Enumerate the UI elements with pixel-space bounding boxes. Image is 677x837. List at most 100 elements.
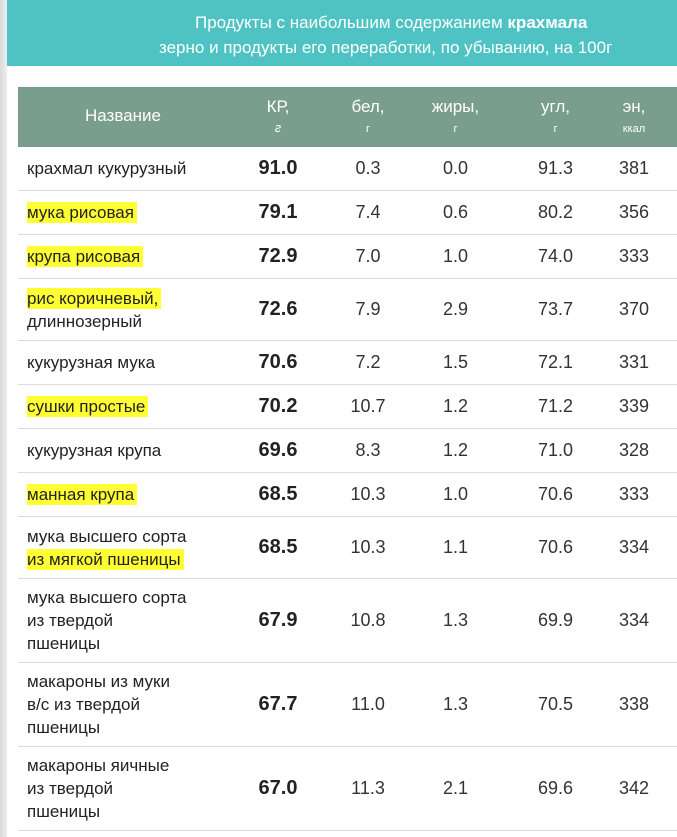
cell-protein: 10.3 (350, 537, 386, 557)
product-name-line-wrap: мука высшего сорта (27, 525, 187, 548)
table-row: кукурузная мука 70.6 7.2 1.5 72.1 331 (18, 341, 677, 385)
cell-fat: 2.9 (442, 299, 469, 319)
header-fat[interactable]: жиры, г (408, 87, 503, 147)
cell-product-name[interactable]: макароны из муки в/с из твердой пшеницы (18, 663, 228, 746)
product-name-line: из твердой (27, 611, 114, 630)
header-carb[interactable]: угл, г (503, 87, 608, 147)
product-name: крупа рисовая (27, 245, 144, 268)
cell-energy: 342 (618, 778, 650, 798)
banner-title-prefix: Продукты с наибольшим содержанием (195, 13, 508, 32)
product-name: рис коричневый, длиннозерный (27, 287, 162, 333)
cell-protein: 11.3 (351, 778, 385, 798)
cell-starch: 68.5 (258, 536, 298, 558)
header-protein[interactable]: бел, г (328, 87, 408, 147)
cell-energy: 370 (618, 299, 650, 319)
cell-starch: 72.6 (258, 298, 298, 320)
product-name: макароны яичные из твердой пшеницы (27, 754, 169, 823)
cell-product-name[interactable]: мука высшего сорта из твердой пшеницы (18, 579, 228, 662)
header-kr-unit: г (274, 120, 282, 135)
product-name-line-wrap: мука высшего сорта (27, 586, 187, 609)
header-name[interactable]: Название (18, 87, 228, 147)
cell-fat: 1.0 (442, 246, 469, 266)
product-name-line-highlighted: крупа рисовая (27, 246, 144, 267)
product-name-line: кукурузная крупа (27, 441, 162, 460)
cell-product-name[interactable]: рис коричневый, длиннозерный (18, 279, 228, 340)
header-protein-unit: г (365, 123, 370, 135)
cell-starch: 68.5 (258, 483, 298, 505)
header-carb-unit: г (553, 123, 558, 135)
cell-carb: 91.3 (537, 158, 574, 178)
cell-energy: 331 (618, 352, 650, 372)
product-name-line: из твердой (27, 779, 114, 798)
cell-protein: 11.0 (351, 694, 385, 714)
cell-fat: 1.2 (442, 396, 469, 416)
cell-starch: 72.9 (258, 245, 298, 267)
product-name-line-wrap: кукурузная мука (27, 351, 155, 374)
cell-fat: 1.2 (442, 440, 469, 460)
header-fat-unit: г (453, 123, 458, 135)
cell-starch: 70.6 (258, 351, 298, 373)
product-name-line-highlighted: рис коричневый, (27, 287, 162, 309)
cell-product-name[interactable]: крупа рисовая (18, 235, 228, 278)
product-name-line: пшеницы (27, 802, 101, 821)
product-name-line-wrap: крахмал кукурузный (27, 157, 186, 180)
product-name: кукурузная мука (27, 351, 155, 374)
cell-protein: 10.3 (350, 484, 386, 504)
cell-fat: 2.1 (442, 778, 469, 798)
table-row: мука высшего сорта из мягкой пшеницы 68.5 1… (18, 517, 677, 579)
cell-product-name[interactable]: манная крупа (18, 473, 228, 516)
product-name-line-highlighted: из мягкой пшеницы (27, 548, 184, 570)
product-name-line: макароны из муки (27, 672, 170, 691)
product-name-line: пшеницы (27, 718, 101, 737)
cell-starch: 67.9 (258, 609, 298, 631)
cell-product-name[interactable]: крахмал кукурузный (18, 147, 228, 190)
cell-product-name[interactable]: мука высшего сорта из мягкой пшеницы (18, 517, 228, 578)
banner-title: Продукты с наибольшим содержанием крахма… (195, 13, 587, 33)
cell-carb: 74.0 (537, 246, 574, 266)
product-name-line-wrap: крупа рисовая (27, 245, 144, 268)
cell-fat: 0.6 (442, 202, 469, 222)
header-fat-label: жиры, (431, 97, 480, 116)
cell-carb: 69.6 (537, 778, 574, 798)
cell-product-name[interactable]: кукурузная крупа (18, 429, 228, 472)
product-name: манная крупа (27, 483, 138, 506)
product-name-line: длиннозерный (27, 311, 142, 331)
product-name-line-wrap: макароны яичные (27, 754, 169, 777)
header-energy[interactable]: эн, ккал (608, 87, 660, 147)
table-body: крахмал кукурузный 91.0 0.3 0.0 91.3 381 мука … (18, 147, 677, 831)
cell-product-name[interactable]: сушки простые (18, 385, 228, 428)
cell-energy: 333 (618, 484, 650, 504)
table-row: крупа рисовая 72.9 7.0 1.0 74.0 333 (18, 235, 677, 279)
left-edge (0, 0, 7, 837)
header-kr-label: КР, (266, 97, 290, 116)
product-name-line: в/с из твердой (27, 695, 141, 714)
product-name-line-wrap: из твердой (27, 609, 187, 632)
cell-starch: 91.0 (258, 157, 298, 179)
cell-protein: 10.7 (350, 396, 386, 416)
product-name-line: макароны яичные (27, 756, 170, 775)
product-name-line: мука высшего сорта (27, 526, 187, 546)
header-kr[interactable]: КР, г (228, 87, 328, 147)
cell-carb: 72.1 (537, 352, 574, 372)
cell-product-name[interactable]: мука рисовая (18, 191, 228, 234)
table-row: кукурузная крупа 69.6 8.3 1.2 71.0 328 (18, 429, 677, 473)
table-row: рис коричневый, длиннозерный 72.6 7.9 2.9 73.… (18, 279, 677, 341)
product-name-line-wrap: макароны из муки (27, 670, 170, 693)
cell-energy: 381 (618, 158, 650, 178)
cell-starch: 70.2 (258, 395, 298, 417)
cell-energy: 333 (618, 246, 650, 266)
cell-energy: 334 (618, 537, 650, 557)
product-name: мука высшего сорта из твердой пшеницы (27, 586, 187, 655)
table-row: сушки простые 70.2 10.7 1.2 71.2 339 (18, 385, 677, 429)
product-name-line-wrap: из мягкой пшеницы (27, 548, 187, 571)
cell-product-name[interactable]: кукурузная мука (18, 341, 228, 384)
product-name-line-wrap: пшеницы (27, 800, 169, 823)
cell-energy: 339 (618, 396, 650, 416)
cell-protein: 7.4 (355, 202, 381, 222)
table-header: Название КР, г бел, г жиры, г угл, г эн,… (18, 87, 677, 147)
cell-fat: 1.1 (442, 537, 469, 557)
product-name-line-highlighted: сушки простые (27, 396, 149, 417)
page-banner: Продукты с наибольшим содержанием крахма… (7, 0, 677, 66)
product-name-line-highlighted: мука рисовая (27, 202, 137, 223)
cell-product-name[interactable]: макароны яичные из твердой пшеницы (18, 747, 228, 830)
